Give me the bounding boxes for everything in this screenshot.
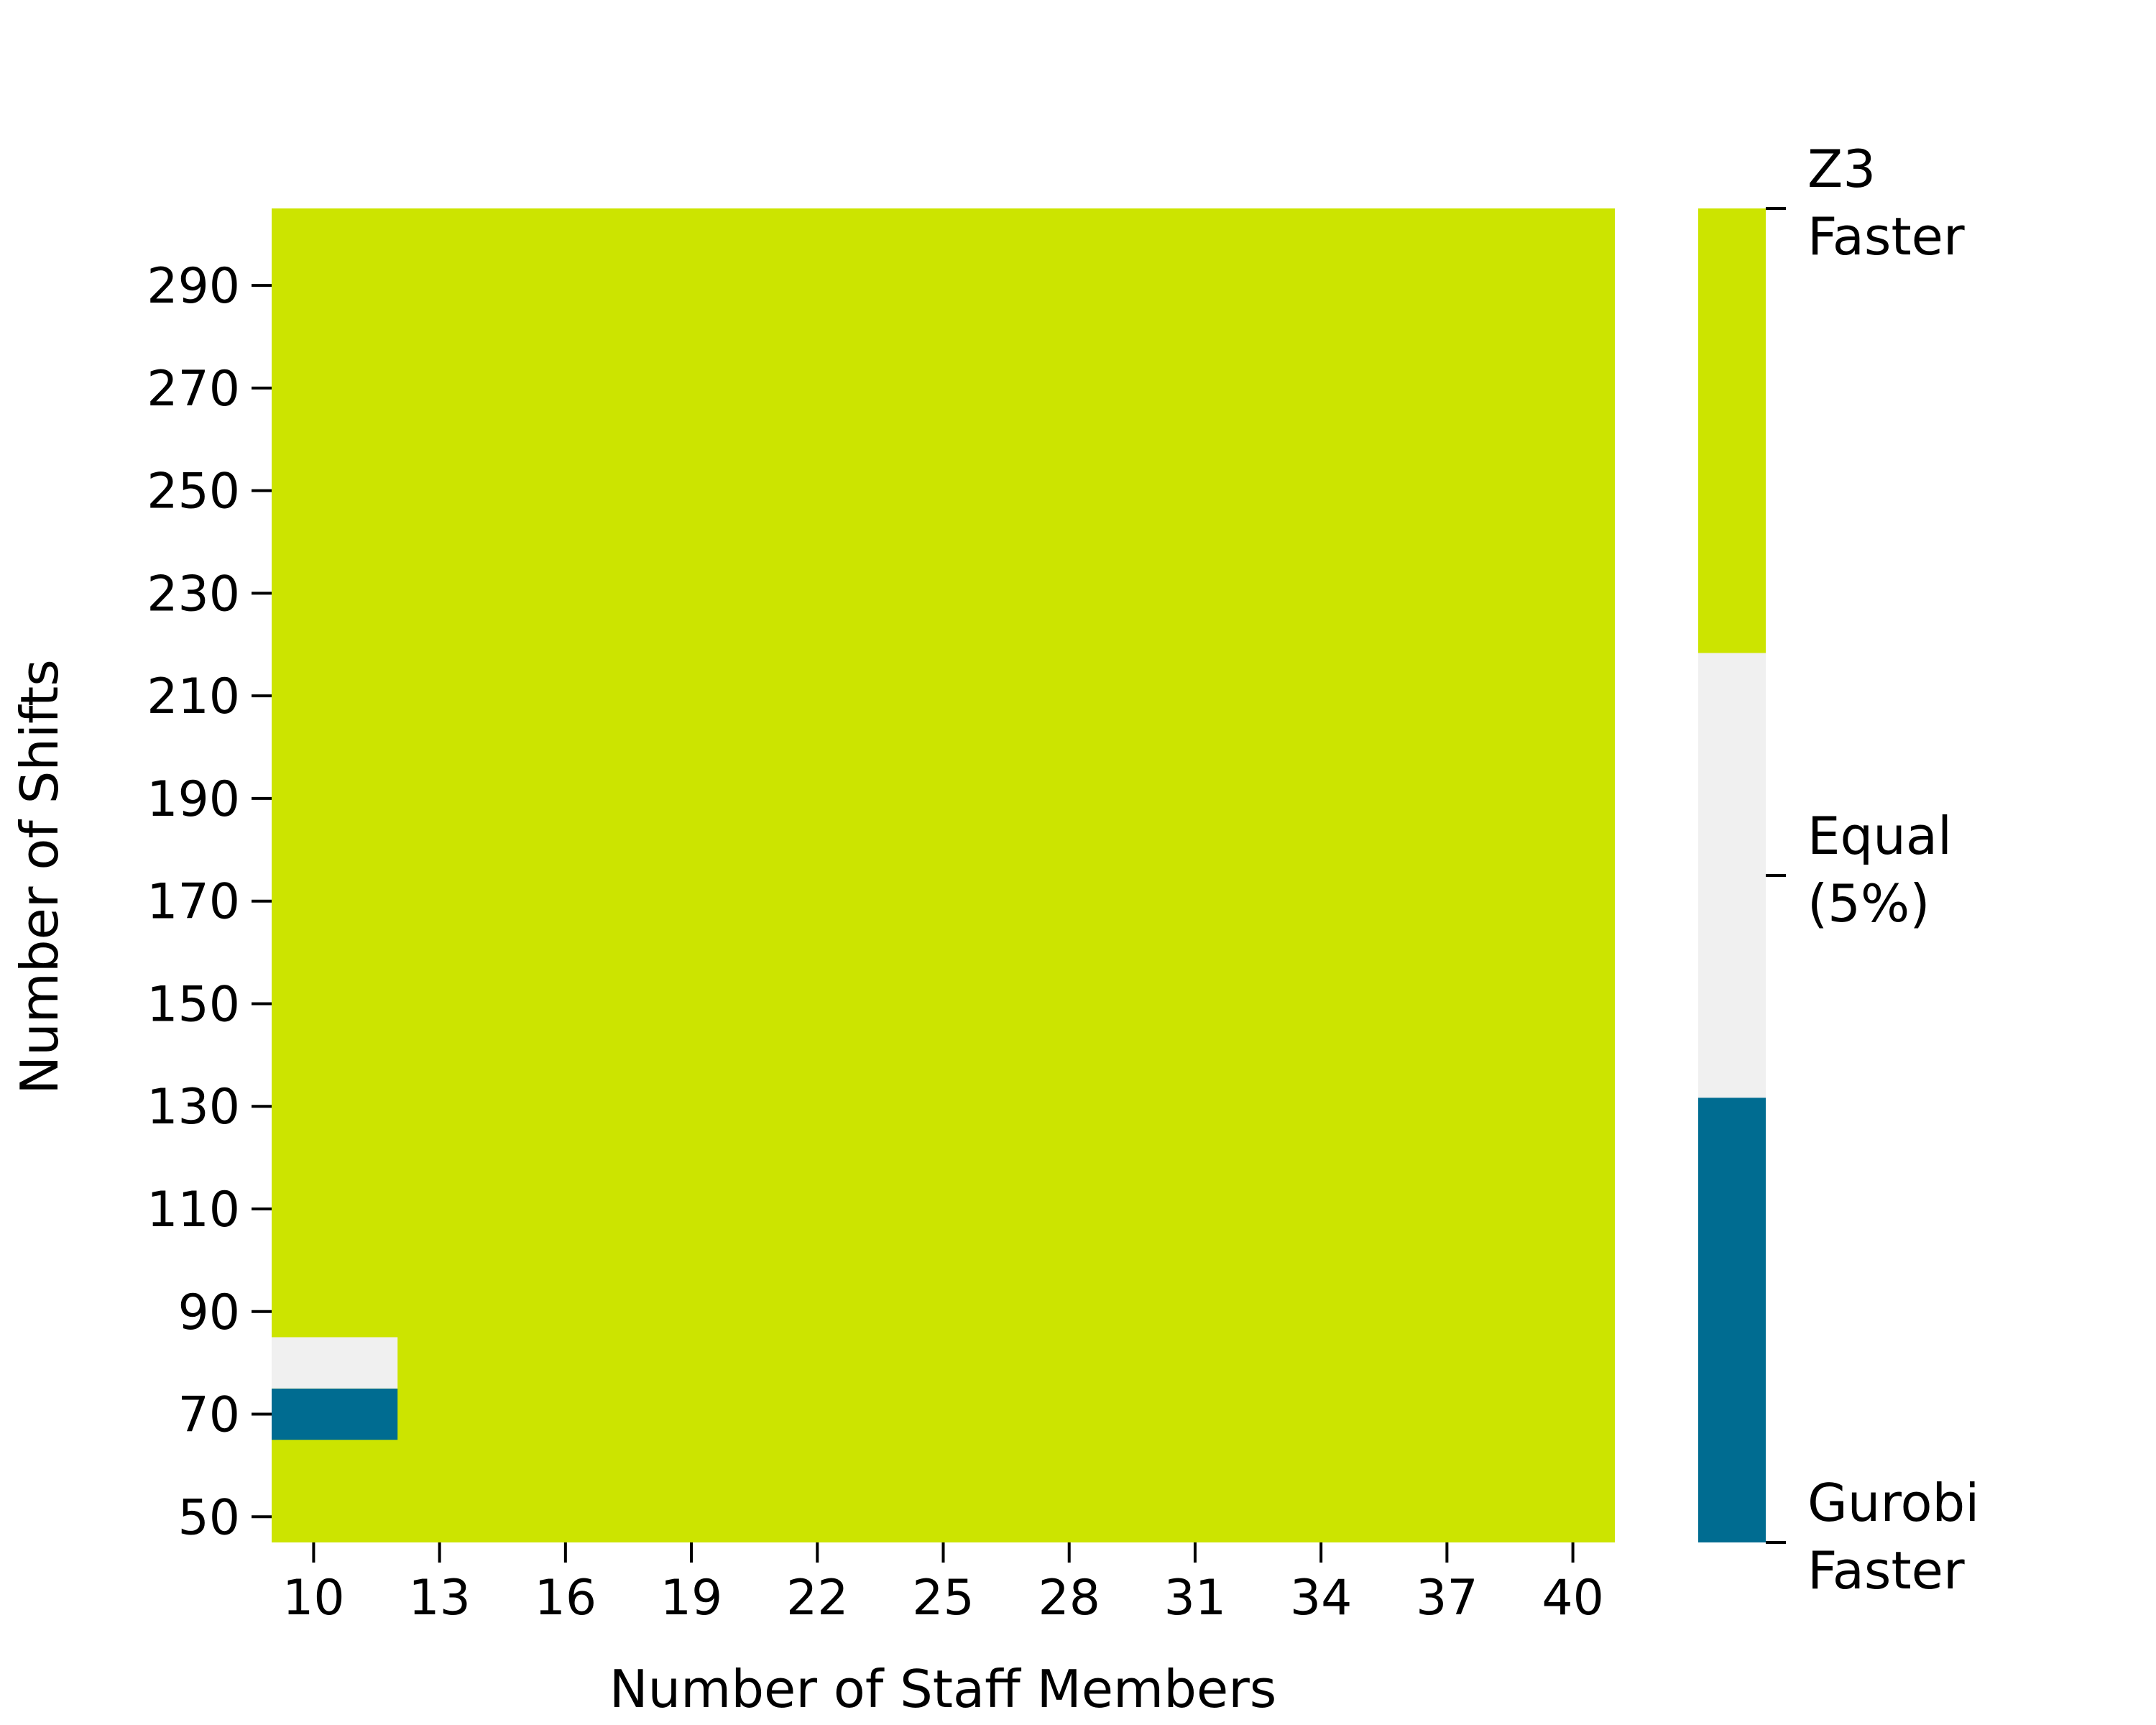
- colorbar-label: Faster: [1807, 206, 1965, 267]
- x-tick-label: 25: [912, 1570, 975, 1627]
- colorbar-label: Z3: [1807, 139, 1876, 199]
- colorbar-label: Equal: [1807, 806, 1952, 866]
- colorbar-segment: [1698, 653, 1766, 1098]
- colorbar-segment: [1698, 208, 1766, 653]
- y-tick-label: 230: [147, 566, 240, 622]
- y-tick-label: 210: [147, 668, 240, 725]
- x-tick-label: 37: [1416, 1570, 1478, 1627]
- x-tick-label: 16: [535, 1570, 597, 1627]
- y-tick-label: 70: [178, 1387, 240, 1444]
- x-tick-label: 13: [408, 1570, 471, 1627]
- x-tick-label: 10: [282, 1570, 345, 1627]
- x-tick-label: 34: [1290, 1570, 1353, 1627]
- y-tick-label: 270: [147, 361, 240, 418]
- x-tick-label: 31: [1164, 1570, 1227, 1627]
- y-axis: 50 70 90 110 130 150 170 190 210 230 250 270 290: [147, 258, 272, 1546]
- x-tick-label: 19: [660, 1570, 723, 1627]
- x-axis-label: Number of Staff Members: [609, 1659, 1277, 1719]
- y-tick-label: 50: [178, 1489, 240, 1546]
- colorbar-label: Faster: [1807, 1540, 1965, 1601]
- y-tick-label: 290: [147, 258, 240, 315]
- y-axis-label: Number of Shifts: [9, 659, 70, 1095]
- y-tick-label: 110: [147, 1182, 240, 1238]
- colorbar-segment: [1698, 1098, 1766, 1542]
- heatmap-cell: [272, 1337, 398, 1389]
- y-tick-label: 130: [147, 1079, 240, 1136]
- y-tick-label: 90: [178, 1284, 240, 1341]
- y-tick-label: 250: [147, 464, 240, 520]
- heatmap-cell: [272, 208, 1615, 1542]
- x-tick-label: 40: [1542, 1570, 1604, 1627]
- y-tick-label: 190: [147, 771, 240, 828]
- colorbar: Z3 Faster Equal (5%) Gurobi Faster: [1698, 139, 1979, 1601]
- heatmap-cells: [272, 208, 1615, 1542]
- x-tick-label: 22: [786, 1570, 849, 1627]
- colorbar-label: (5%): [1807, 873, 1930, 934]
- y-tick-label: 170: [147, 874, 240, 931]
- colorbar-label: Gurobi: [1807, 1473, 1979, 1533]
- x-axis: 10 13 16 19 22 25 28 31 34 37 40: [282, 1542, 1604, 1627]
- heatmap-cell: [272, 1388, 398, 1440]
- x-tick-label: 28: [1038, 1570, 1100, 1627]
- y-tick-label: 150: [147, 976, 240, 1033]
